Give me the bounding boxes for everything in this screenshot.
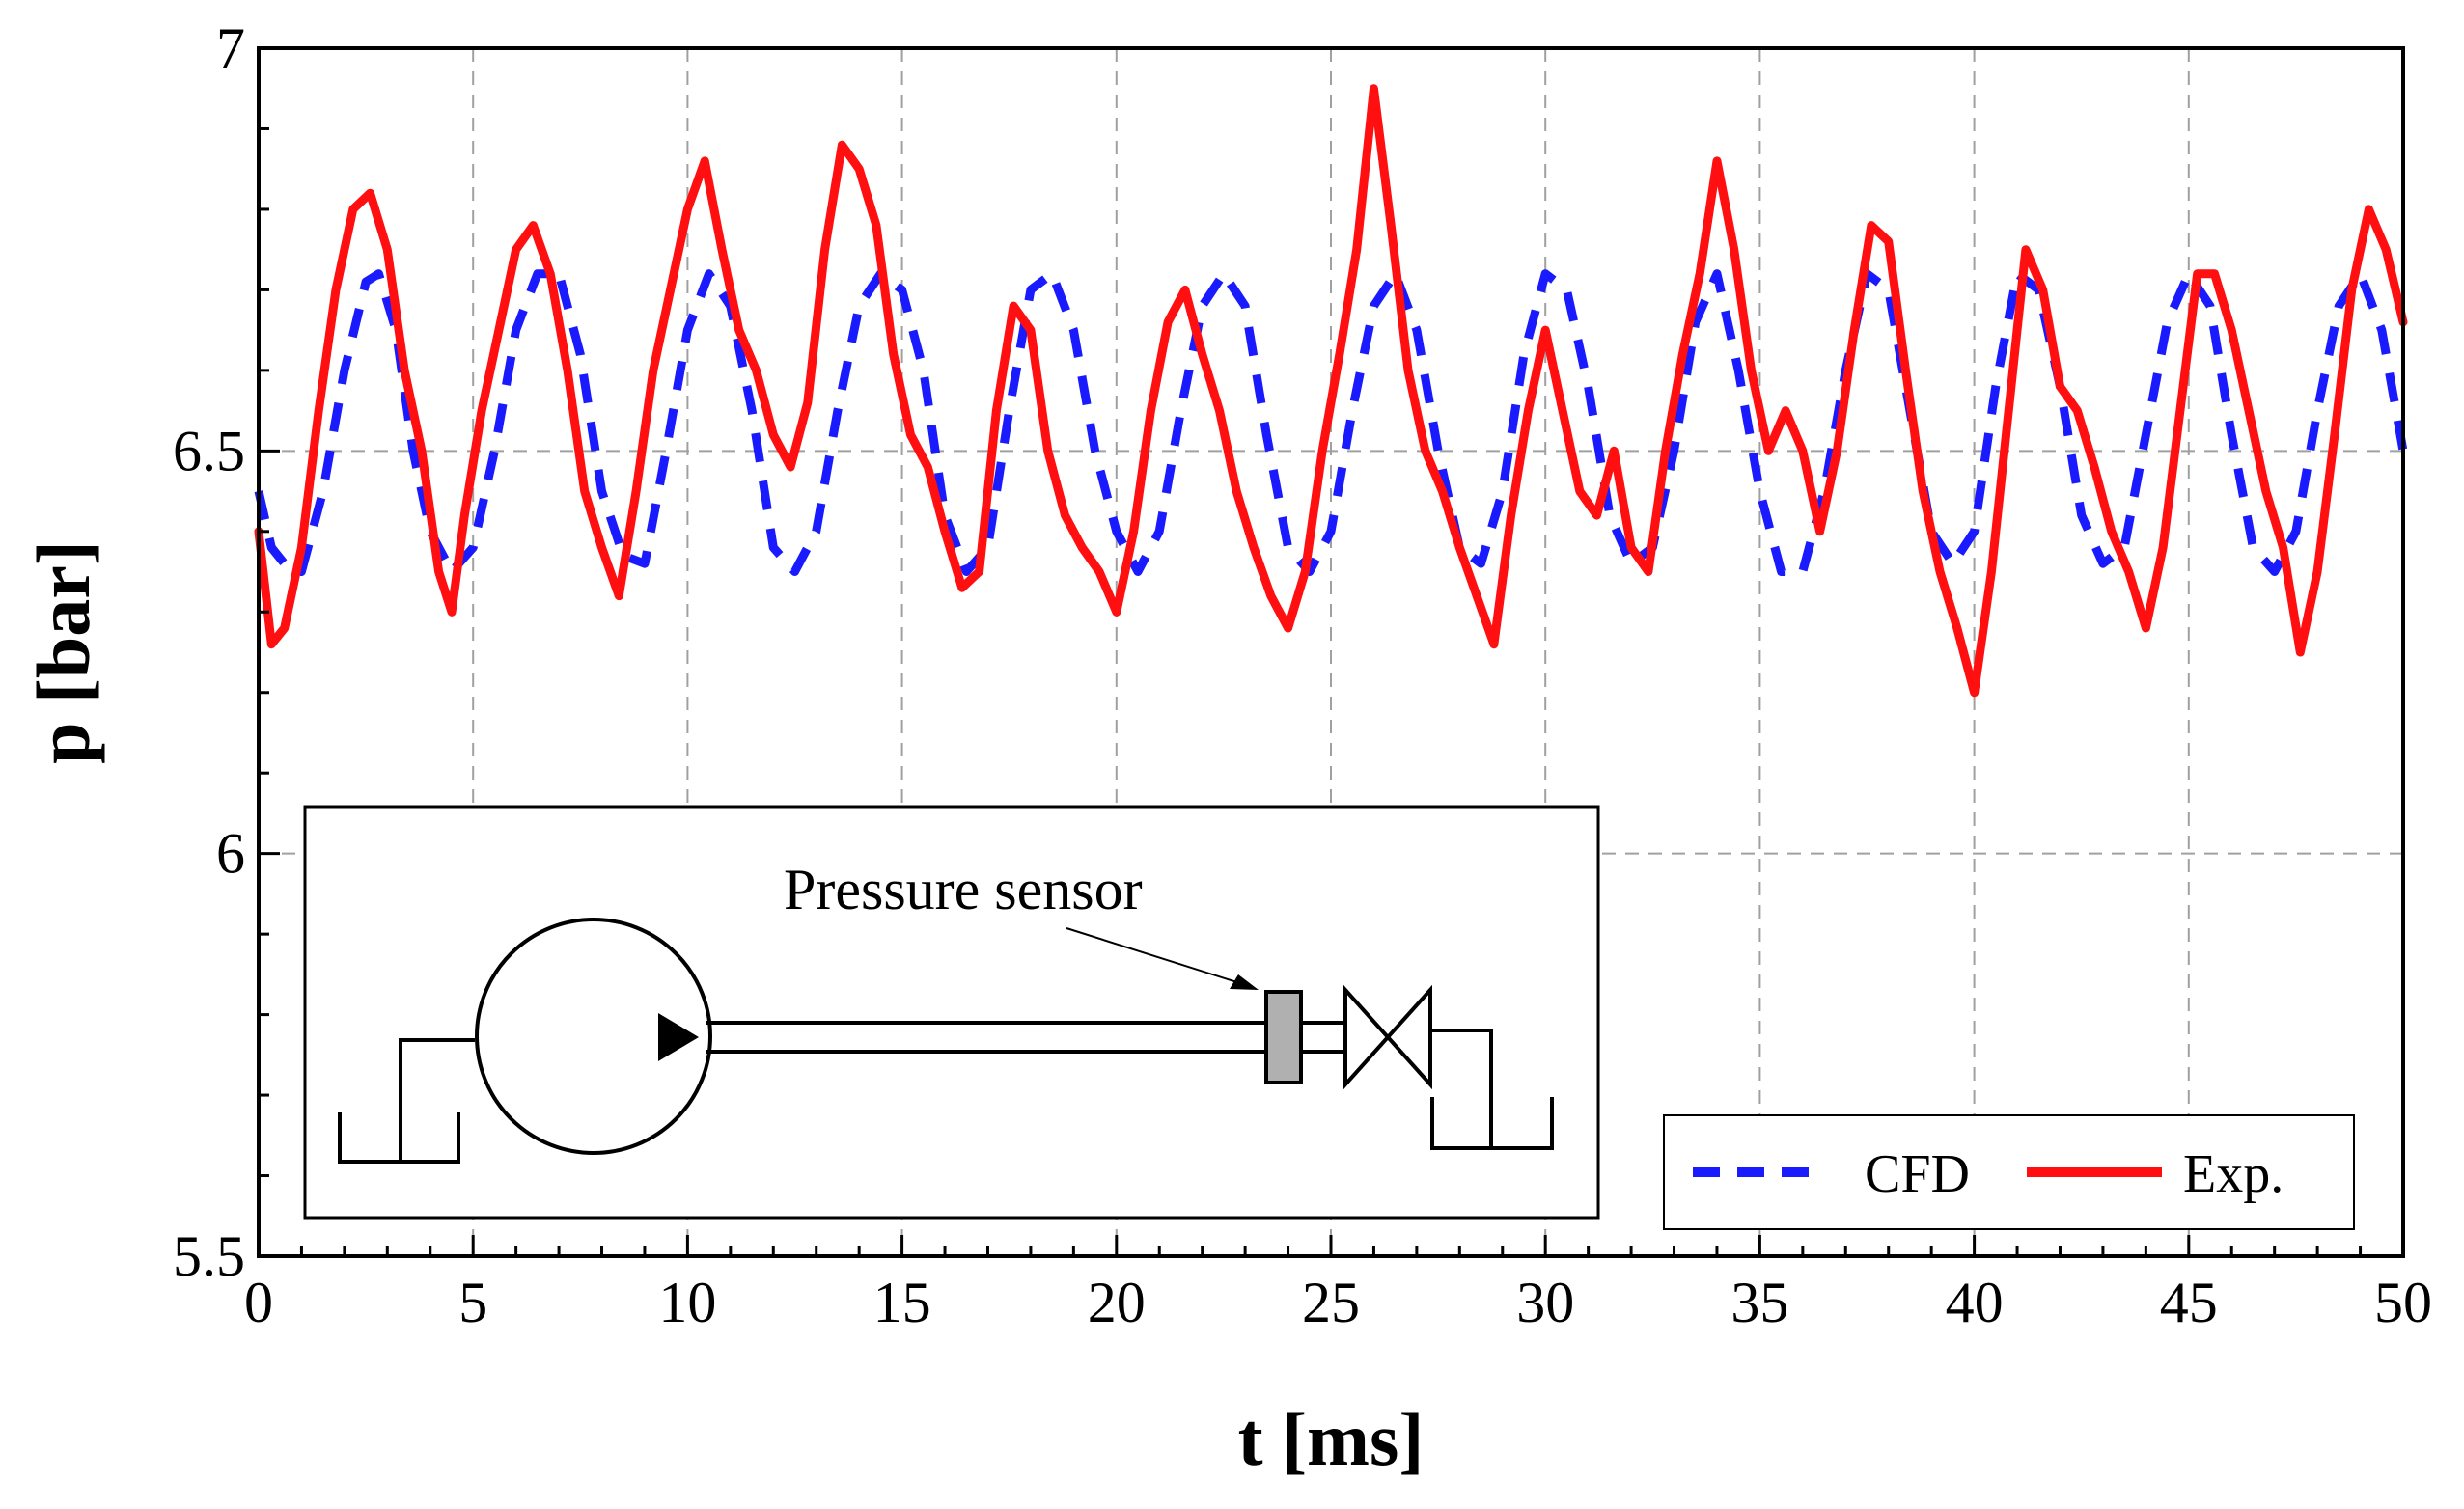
tick-marks [257,46,2405,1258]
series-line-exp [254,84,2408,698]
legend: CFD Exp. [1663,1114,2355,1230]
suction-line [399,1038,475,1162]
y-axis-title: p [bar] [21,540,105,764]
x-tick-label: 5 [458,1271,487,1334]
series-layer [254,84,2408,698]
x-axis-title: t [ms] [1238,1397,1425,1481]
y-tick-label: 6 [216,822,245,886]
y-tick-label: 7 [216,16,245,80]
x-tick-label: 45 [2160,1271,2218,1334]
x-tick-label: 10 [658,1271,716,1334]
pump-outlet-triangle [658,1013,699,1061]
pump-circle [475,918,712,1155]
x-tick-label: 20 [1088,1271,1146,1334]
pressure-sensor-label: Pressure sensor [784,858,1143,921]
right-tank [1430,1097,1554,1150]
inset-schematic: Pressure sensor [303,805,1600,1220]
x-tick-labels: 0 5 10 15 20 25 30 35 40 45 50 [244,1271,2432,1334]
x-tick-label: 50 [2374,1271,2432,1334]
y-tick-label: 5.5 [173,1224,245,1288]
x-tick-label: 25 [1302,1271,1360,1334]
sensor-arrow-line [1066,927,1244,985]
return-line [1430,1029,1493,1148]
legend-cfd-label: CFD [1865,1144,1970,1204]
pressure-sensor-block [1264,990,1303,1084]
sensor-arrow-head [1230,974,1259,990]
y-tick-label: 6.5 [173,419,245,482]
x-tick-label: 15 [873,1271,931,1334]
x-tick-label: 0 [244,1271,273,1334]
legend-exp-label: Exp. [2183,1144,2284,1204]
y-tick-labels: 5.5 6 6.5 7 [173,16,245,1288]
valve-symbol [1343,984,1432,1090]
legend-frame [1663,1114,2355,1230]
x-tick-label: 40 [1946,1271,2004,1334]
x-tick-label: 35 [1730,1271,1788,1334]
x-tick-label: 30 [1516,1271,1574,1334]
